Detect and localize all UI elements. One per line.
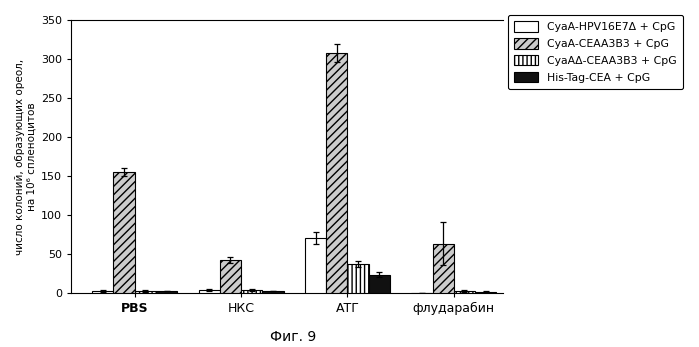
- Bar: [92, 291, 113, 293]
- Bar: [475, 292, 496, 293]
- Bar: [347, 264, 369, 293]
- Bar: [454, 291, 475, 293]
- Bar: [156, 291, 178, 293]
- Bar: [433, 244, 454, 293]
- Bar: [219, 260, 241, 293]
- Bar: [241, 290, 262, 293]
- Y-axis label: число колоний, образующих ореол,
на 10⁶ спленоцитов: число колоний, образующих ореол, на 10⁶ …: [15, 58, 36, 254]
- Bar: [262, 291, 284, 293]
- Bar: [369, 275, 390, 293]
- Bar: [305, 238, 326, 293]
- Text: Фиг. 9: Фиг. 9: [271, 330, 317, 344]
- Bar: [199, 290, 219, 293]
- Bar: [113, 172, 135, 293]
- Bar: [326, 53, 347, 293]
- Legend: CyaA-HPV16E7Δ + CpG, CyaA-CEAA3B3 + CpG, CyaAΔ-CEAA3B3 + CpG, His-Tag-CEA + CpG: CyaA-HPV16E7Δ + CpG, CyaA-CEAA3B3 + CpG,…: [507, 15, 683, 89]
- Bar: [135, 291, 156, 293]
